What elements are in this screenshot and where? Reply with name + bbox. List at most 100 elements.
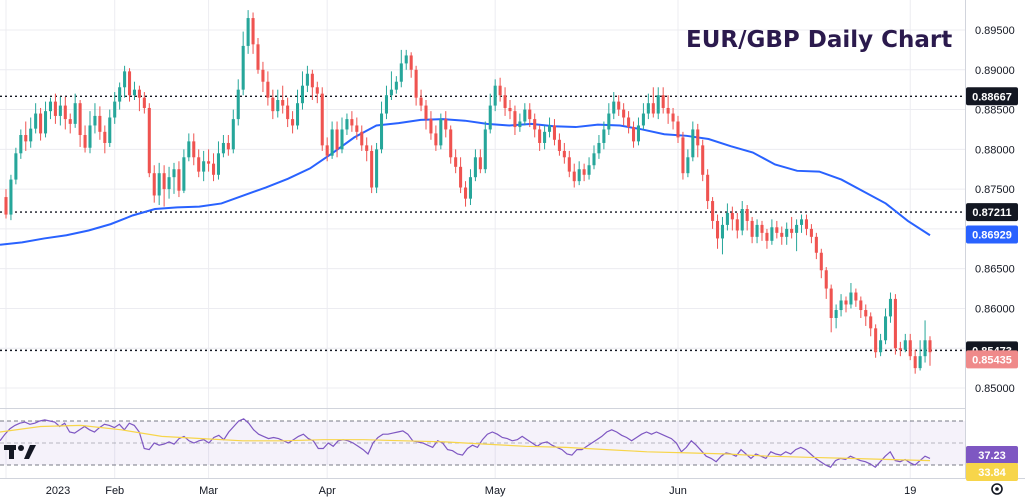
- candle: [414, 65, 418, 106]
- candle: [389, 71, 393, 101]
- candle: [108, 109, 112, 147]
- price-tick-label: 0.89000: [975, 65, 1015, 77]
- candle-body: [147, 107, 151, 174]
- candle-body: [750, 220, 754, 237]
- level-badge-label: 0.87211: [972, 207, 1011, 219]
- settings-gear-icon[interactable]: [991, 483, 1003, 495]
- candle: [572, 163, 576, 188]
- candle: [775, 220, 779, 239]
- candle-body: [859, 300, 863, 311]
- candle: [300, 71, 305, 110]
- candle: [182, 149, 186, 194]
- tradingview-logo-icon[interactable]: [4, 445, 36, 459]
- candle-body: [246, 18, 250, 46]
- candle-body: [34, 113, 38, 129]
- candle-body: [706, 174, 710, 202]
- candle-body: [597, 142, 601, 154]
- candle-body: [152, 173, 156, 196]
- candle: [236, 79, 240, 126]
- candle-body: [236, 89, 240, 120]
- candle-body: [839, 300, 843, 311]
- candle-body: [631, 127, 636, 142]
- candle: [928, 336, 932, 366]
- candle: [903, 333, 907, 353]
- candle-body: [671, 113, 675, 122]
- candle-body: [745, 209, 749, 221]
- candle: [814, 232, 818, 260]
- candle-body: [216, 153, 221, 175]
- candle: [68, 113, 72, 134]
- candle-body: [370, 150, 374, 188]
- price-badge-label: 0.85435: [972, 354, 1012, 366]
- candle-body: [567, 157, 571, 172]
- candle: [202, 150, 206, 182]
- candle: [340, 117, 344, 154]
- candle-body: [384, 95, 389, 114]
- candle: [725, 203, 729, 231]
- candle-body: [271, 97, 275, 112]
- candle: [908, 333, 912, 361]
- candle: [434, 125, 438, 151]
- candle: [849, 282, 853, 309]
- candle-body: [118, 87, 122, 102]
- candle-body: [795, 224, 799, 233]
- candle: [375, 142, 379, 194]
- candle: [266, 71, 270, 106]
- candle: [918, 340, 922, 371]
- candle-body: [735, 219, 739, 231]
- candle: [216, 141, 221, 180]
- candle: [211, 153, 216, 182]
- candle: [879, 333, 883, 357]
- candle-body: [602, 129, 606, 143]
- candle: [187, 133, 191, 162]
- candle-body: [488, 105, 492, 130]
- candle-body: [587, 165, 591, 175]
- candle: [923, 320, 927, 363]
- candle-body: [755, 224, 759, 237]
- candle-body: [24, 135, 28, 142]
- candle: [883, 308, 888, 345]
- candle-body: [612, 101, 616, 114]
- candle-body: [463, 187, 468, 199]
- level-badge: 0.88667: [966, 87, 1018, 106]
- candle-body: [864, 310, 868, 317]
- candle: [859, 296, 863, 318]
- candle-body: [770, 227, 774, 241]
- price-axis[interactable]: 0.89500 0.89000 0.88500 0.88000 0.87500 0.865…: [975, 25, 1015, 395]
- price-badges: 0.886670.872110.854730.869290.8543537.23…: [966, 87, 1018, 481]
- candle: [310, 69, 314, 101]
- candle-body: [132, 89, 137, 96]
- candle-body: [572, 171, 576, 182]
- candle-body: [711, 201, 715, 221]
- candle-body: [88, 125, 92, 148]
- candle-body: [740, 209, 744, 231]
- candle: [379, 101, 384, 154]
- candle-body: [849, 292, 853, 305]
- candle: [162, 165, 166, 207]
- candle-body: [424, 105, 428, 120]
- candle: [720, 216, 725, 255]
- candle: [755, 219, 759, 244]
- candle: [192, 133, 196, 166]
- candle: [602, 121, 606, 150]
- candle-body: [29, 128, 33, 142]
- price-badge-box: [966, 350, 1018, 369]
- candle: [711, 197, 715, 229]
- candle-body: [281, 100, 285, 106]
- candle: [118, 82, 122, 110]
- candle-body: [266, 81, 270, 98]
- candle: [898, 341, 902, 357]
- time-axis[interactable]: 2023 Feb Mar Apr May Jun 19: [46, 485, 917, 497]
- candle: [137, 85, 141, 112]
- candle-body: [646, 103, 650, 114]
- candle: [503, 87, 507, 116]
- price-tick-label: 0.86000: [975, 303, 1015, 315]
- candle: [493, 79, 497, 112]
- candle: [63, 96, 67, 130]
- candle: [780, 226, 784, 245]
- candle-body: [454, 157, 458, 167]
- candle: [48, 97, 53, 120]
- rsi-ma-badge: 33.84: [966, 463, 1018, 481]
- candle-body: [439, 119, 443, 146]
- candle-body: [241, 45, 245, 90]
